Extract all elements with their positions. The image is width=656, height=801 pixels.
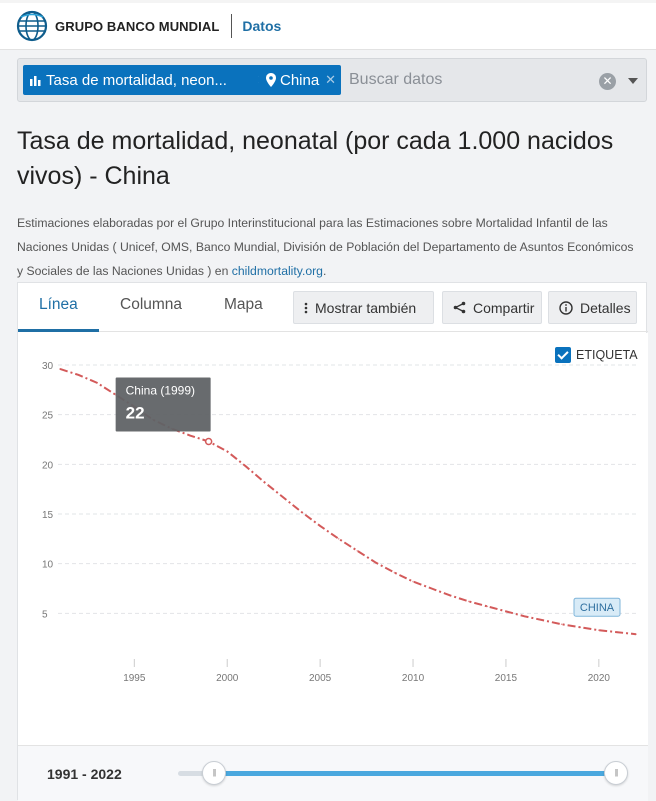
data-point [616,631,619,634]
indicator-description: Estimaciones elaboradas por el Grupo Int… [17,211,642,283]
data-point [486,605,489,608]
y-tick-label: 20 [42,460,54,471]
brand-name: GRUPO BANCO MUNDIAL [55,18,220,34]
data-point [226,450,229,453]
data-point [263,481,266,484]
indicator-chip[interactable]: Tasa de mortalidad, neon... ✕ [23,65,273,95]
share-icon [453,301,466,314]
data-point [319,525,321,527]
details-label: Detalles [580,299,631,316]
series-end-label: CHINA [580,602,615,614]
data-point [393,571,396,574]
tooltip-box [115,377,211,432]
data-point [282,496,284,498]
info-icon [559,300,573,315]
year-range-label: 1991 - 2022 [47,766,122,782]
line-chart: 5 10 15 20 25 30 1995 2000 2005 2010 2015 2020 CHINA… [42,361,637,684]
data-point [598,629,600,632]
chart-panel: Línea Columna Mapa Mostrar también Compa… [17,282,648,801]
data-point [449,594,451,597]
data-point [337,538,340,540]
share-button[interactable]: Compartir [442,291,542,324]
tab-column[interactable]: Columna [120,296,183,313]
y-tick-label: 5 [42,609,48,620]
data-point [375,561,377,564]
data-point [542,619,544,622]
x-tick-label: 2020 [588,673,611,684]
chart-area: 5 10 15 20 25 30 1995 2000 2005 2010 2015 2020 CHINA… [18,333,648,745]
data-point [579,626,582,629]
data-point [412,580,414,583]
data-point [245,465,247,468]
page-title: Tasa de mortalidad, neonatal (por cada 1… [17,127,614,190]
share-label: Compartir [473,299,535,316]
details-button[interactable]: Detalles [548,291,637,324]
x-tick-label: 2015 [495,673,518,684]
y-tick-label: 30 [42,361,54,372]
data-point [560,623,563,626]
series-end-label-box [573,597,621,617]
view-tabs: Línea Columna Mapa Mostrar también Compa… [18,283,648,332]
data-point [635,633,637,635]
label-checkbox[interactable] [555,347,571,363]
data-point [523,615,526,618]
chevron-down-icon[interactable] [628,78,638,84]
highlighted-point [204,437,213,446]
y-tick-label: 15 [42,510,54,521]
top-bar: GRUPO BANCO MUNDIAL Datos [0,0,656,50]
slider-end-handle[interactable]: ||| [604,761,628,785]
slider-start-handle[interactable]: ||| [202,761,226,785]
tooltip-title: China (1999) [126,383,195,397]
data-point [356,549,359,552]
data-point [300,511,303,513]
search-bar[interactable]: Tasa de mortalidad, neon... ✕ China ✕ Bu… [17,58,647,102]
year-range-slider: 1991 - 2022 ||| ||| [18,745,648,801]
x-tick-label: 2005 [309,673,332,684]
header-divider [231,14,233,38]
show-also-label: Mostrar también [315,299,417,316]
country-chip-label: China [280,71,320,89]
description-text: Estimaciones elaboradas por el Grupo Int… [17,216,634,278]
location-pin-icon [266,73,276,87]
x-tick-label: 2000 [216,673,239,684]
x-tick-label: 1995 [123,673,146,684]
y-tick-label: 10 [42,560,54,571]
show-also-button[interactable]: Mostrar también [293,291,434,324]
globe-icon [16,10,48,42]
data-point [505,610,507,613]
data-point [467,600,470,603]
world-bank-logo[interactable]: GRUPO BANCO MUNDIAL [16,10,219,42]
label-toggle[interactable]: ETIQUETA [555,347,638,363]
tooltip-value: 22 [126,403,145,422]
slider-selected-range [214,771,616,776]
data-point [189,434,191,437]
tab-line[interactable]: Línea [39,296,78,313]
indicator-chip-label: Tasa de mortalidad, neon... [46,71,227,89]
x-tick-label: 2010 [402,673,425,684]
description-end: . [322,264,327,278]
tab-map[interactable]: Mapa [224,296,263,313]
more-vertical-icon [304,302,308,313]
source-link[interactable]: childmortality.org [231,264,323,278]
clear-search-icon[interactable]: ✕ [599,73,616,90]
data-point [430,587,433,590]
data-point [77,374,80,376]
remove-country-icon[interactable]: ✕ [325,72,336,87]
country-chip[interactable]: China ✕ [259,65,341,95]
search-input[interactable]: Buscar datos [349,71,443,88]
label-toggle-text: ETIQUETA [576,348,638,362]
data-point [96,382,98,384]
section-link[interactable]: Datos [242,18,282,34]
y-tick-label: 25 [42,411,54,422]
bar-chart-icon [30,76,41,86]
active-tab-indicator [18,329,99,332]
data-point [59,368,61,370]
series-line [59,368,637,636]
